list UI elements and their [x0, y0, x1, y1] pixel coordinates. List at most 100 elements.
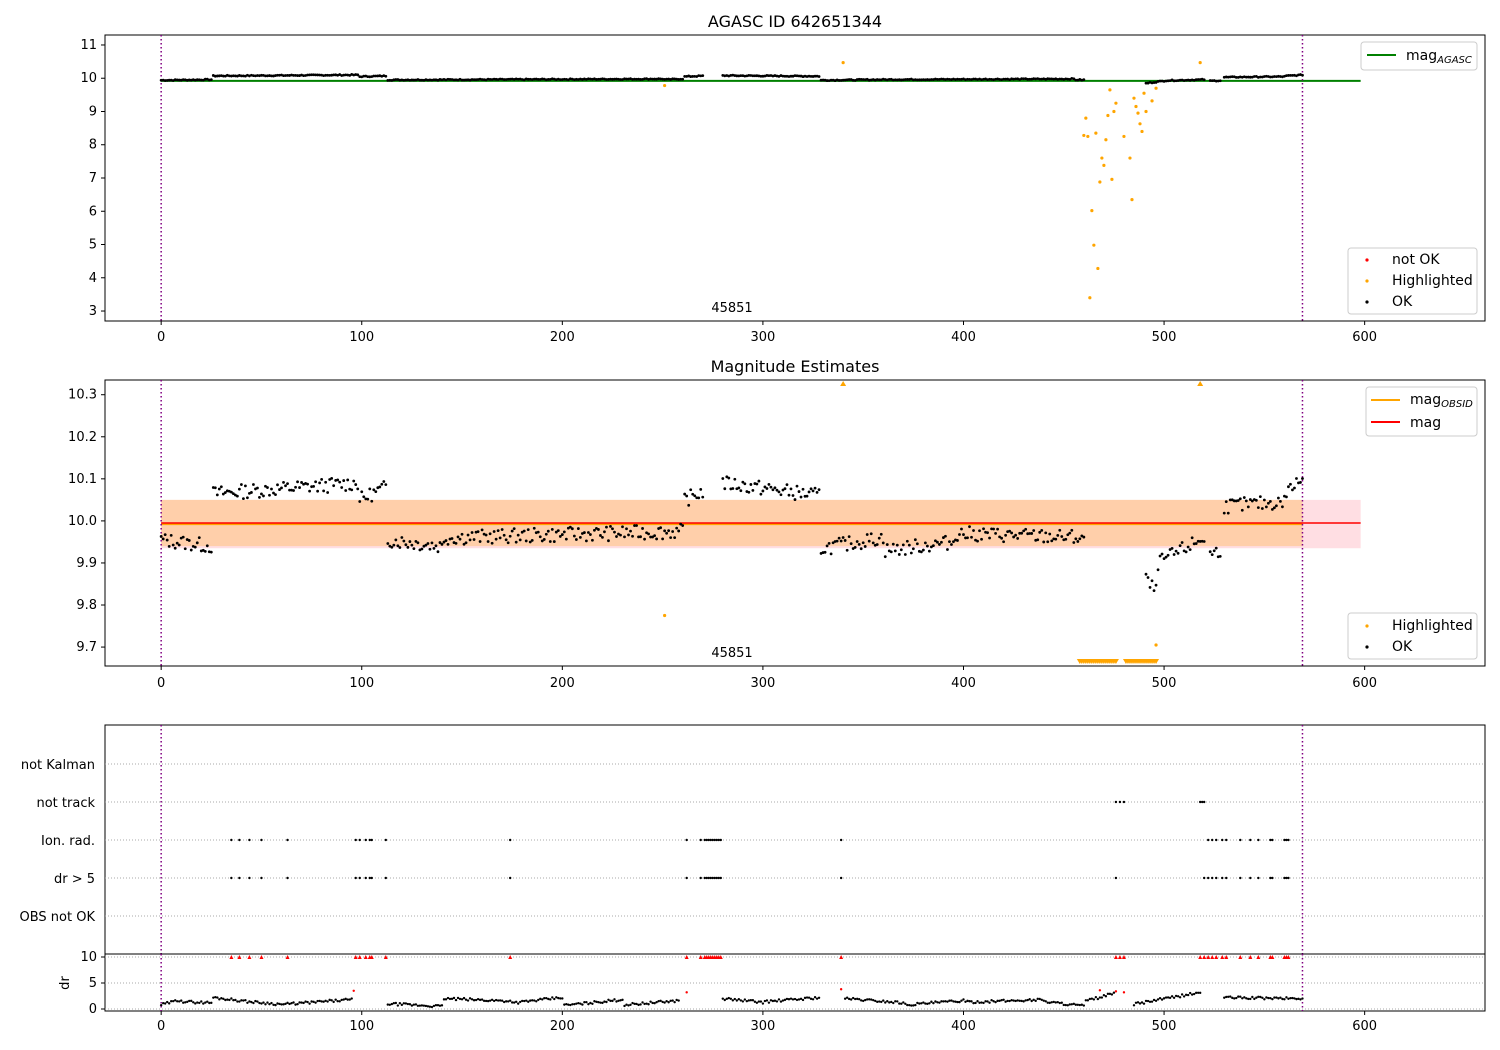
ok-point [942, 536, 945, 539]
y-tick-label: 6 [89, 204, 97, 219]
dr-point [1251, 995, 1254, 999]
flag-point [230, 838, 233, 842]
legend-mag-obsid: magOBSID [1410, 392, 1473, 410]
ok-point [1072, 77, 1076, 81]
y-tick-label: 9.9 [76, 556, 97, 571]
dr-point [870, 998, 873, 1001]
ok-point [687, 503, 691, 507]
ok-point [855, 78, 859, 81]
ok-point [1236, 499, 1240, 502]
dr-point [388, 1003, 392, 1006]
dr-point [567, 1003, 570, 1006]
dr-point [224, 998, 227, 1002]
flag-point [705, 838, 708, 842]
dr-clipped-marker [1113, 955, 1118, 959]
y-tick-label: 7 [89, 171, 97, 186]
ok-point [280, 486, 283, 490]
ok-point [1072, 541, 1076, 544]
dr-clipped-marker [839, 955, 844, 959]
ok-point [195, 541, 199, 545]
ok-point [679, 522, 683, 526]
ok-point [410, 78, 414, 82]
dr-point [1259, 995, 1262, 999]
dr-point [890, 1000, 893, 1004]
dr-point [523, 999, 526, 1003]
magnitude-legend-top: magOBSID mag [1365, 386, 1478, 437]
dr-point [1100, 996, 1104, 999]
ok-point [292, 73, 295, 77]
dr-point [847, 997, 851, 1001]
ok-point [1048, 532, 1052, 536]
flag-point [1200, 800, 1204, 804]
dr-point [412, 1003, 416, 1006]
dr-point [392, 1002, 396, 1005]
ok-point [869, 532, 873, 536]
ok-point [1260, 507, 1264, 510]
dr-point [851, 996, 855, 1000]
dr-point [733, 997, 737, 1001]
flag-point [1249, 838, 1252, 842]
dr-point [667, 1001, 670, 1004]
ok-point [911, 547, 915, 551]
dr-point [894, 1000, 897, 1003]
ok-point [839, 539, 843, 543]
magnitude-title: Magnitude Estimates [711, 357, 880, 376]
flags-plot-area [105, 725, 1485, 954]
dr-point [880, 1000, 883, 1004]
ok-point [905, 78, 909, 81]
ok-point [897, 553, 901, 556]
ok-point [1038, 77, 1042, 81]
ok-point [956, 77, 959, 81]
flag-point [508, 876, 512, 880]
ok-point [398, 546, 402, 549]
ok-point [813, 486, 817, 490]
dr-point [1186, 993, 1190, 997]
ok-point [1144, 81, 1148, 85]
ok-point [649, 535, 652, 539]
dr-point [1020, 999, 1023, 1003]
dr-point [749, 999, 753, 1002]
ok-point [901, 543, 905, 547]
highlighted-point [1140, 129, 1144, 134]
ok-point [817, 75, 821, 78]
flags-y-axis: not Kalman not track Ion. rad. dr > 5 OBS no… [20, 758, 96, 925]
dr-point [771, 999, 775, 1003]
ok-point [326, 73, 330, 77]
ok-point [312, 484, 316, 488]
ok-point [1246, 505, 1250, 509]
ok-point [424, 543, 428, 547]
dr-point [633, 1002, 636, 1006]
ok-point [932, 544, 935, 548]
ok-point [765, 487, 769, 490]
dr-point [1018, 999, 1021, 1002]
flag-point [1287, 838, 1290, 842]
dr-point [908, 1003, 911, 1007]
dr-point [1016, 999, 1019, 1002]
dr-point [623, 1004, 626, 1008]
dr-point [1297, 997, 1300, 1001]
dr-point [813, 996, 817, 999]
ok-point [404, 543, 408, 547]
dr-point [1239, 995, 1242, 998]
dr-point [180, 999, 183, 1002]
ok-point [316, 489, 320, 493]
dr-point [508, 999, 512, 1002]
dr-point [1140, 1001, 1144, 1004]
ok-point [1036, 538, 1040, 542]
dr-point [541, 998, 544, 1001]
ok-point [777, 490, 781, 494]
ok-point [946, 548, 949, 551]
ok-point [478, 540, 482, 543]
ok-point [747, 74, 751, 77]
ok-point [412, 78, 416, 82]
dr-point [583, 1001, 586, 1004]
dr-point [581, 1003, 584, 1006]
dr-point [1042, 999, 1045, 1002]
ok-point [328, 73, 332, 77]
ok-point [607, 539, 610, 543]
dr-point [165, 1000, 169, 1004]
ok-point [1044, 531, 1048, 535]
y-tick-label: 10.1 [68, 472, 97, 487]
dr-point [629, 1003, 632, 1006]
ok-point [526, 528, 530, 531]
